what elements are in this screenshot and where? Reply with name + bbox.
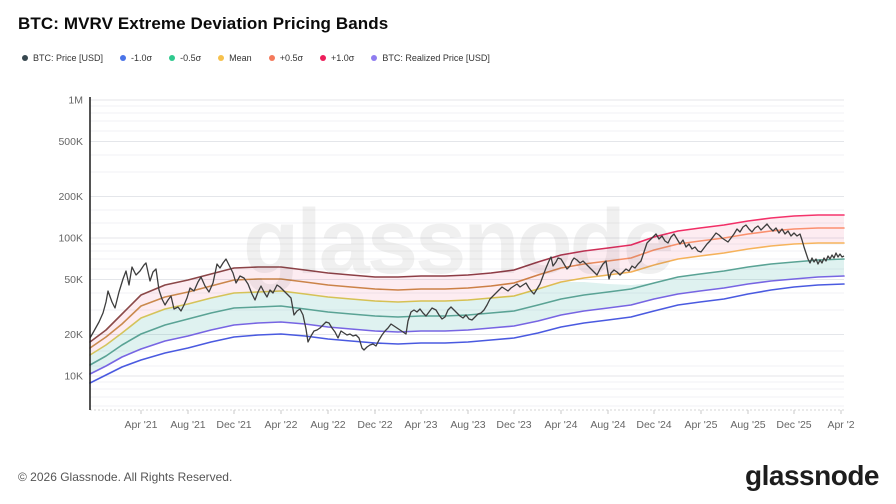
x-axis-label: Dec '24 — [636, 419, 671, 431]
btc-price-legend-dot-icon — [22, 55, 28, 61]
legend-label: BTC: Price [USD] — [33, 53, 104, 63]
plus-1-sigma-line — [89, 214, 845, 343]
x-axis-label: Apr '23 — [405, 419, 438, 431]
mean-legend-dot-icon — [218, 55, 225, 61]
x-axis-label: Apr '24 — [545, 419, 578, 431]
x-axis-label: Aug '21 — [170, 419, 205, 431]
copyright-text: © 2026 Glassnode. All Rights Reserved. — [18, 470, 233, 484]
legend-item-plus-1-sigma[interactable]: +1.0σ — [320, 53, 354, 63]
minus-05-sigma-line — [89, 258, 845, 366]
realized-price-legend-dot-icon — [371, 55, 378, 61]
x-axis-label: Dec '22 — [357, 419, 392, 431]
y-axis-label: 1M — [68, 95, 83, 107]
legend-label: +0.5σ — [279, 53, 304, 63]
x-axis-label: Dec '23 — [496, 419, 531, 431]
legend-label: Mean — [229, 53, 252, 63]
chart-legend: BTC: Price [USD] -1.0σ -0.5σ Mean +0.5σ +1.0σ… — [22, 53, 490, 63]
legend-item-minus-1-sigma[interactable]: -1.0σ — [120, 53, 152, 63]
x-axis-label: Apr '21 — [125, 419, 158, 431]
y-axis-label: 10K — [64, 371, 83, 383]
x-axis-label: Apr '25 — [685, 419, 718, 431]
x-axis-label: Aug '22 — [310, 419, 345, 431]
legend-item-minus-05-sigma[interactable]: -0.5σ — [169, 53, 201, 63]
x-axis-label: Apr '2 — [827, 419, 854, 431]
legend-item-mean[interactable]: Mean — [218, 53, 252, 63]
y-axis-label: 200K — [58, 191, 83, 203]
x-axis-label: Apr '22 — [265, 419, 298, 431]
y-axis-label: 20K — [64, 329, 83, 341]
legend-label: -1.0σ — [131, 53, 153, 63]
realized-price-line — [89, 275, 845, 375]
x-axis-label: Aug '24 — [590, 419, 625, 431]
x-axis-label: Aug '25 — [730, 419, 765, 431]
x-axis-label: Aug '23 — [450, 419, 485, 431]
legend-label: -0.5σ — [180, 53, 202, 63]
plus-1-sigma-legend-dot-icon — [320, 55, 327, 61]
y-axis-label: 50K — [64, 274, 83, 286]
mean-line — [89, 242, 845, 356]
plus-05-sigma-legend-dot-icon — [268, 55, 275, 61]
x-axis-label: Dec '21 — [216, 419, 251, 431]
legend-label: +1.0σ — [331, 53, 355, 63]
minus-05-sigma-legend-dot-icon — [169, 55, 176, 61]
minus-1-sigma-legend-dot-icon — [120, 55, 127, 61]
x-axis-label: Dec '25 — [776, 419, 811, 431]
minus-1-sigma-line — [89, 283, 845, 384]
plus-05-sigma-line — [89, 227, 845, 349]
page-title: BTC: MVRV Extreme Deviation Pricing Band… — [18, 14, 389, 33]
glassnode-logo: glassnode — [745, 460, 879, 491]
legend-item-btc-price[interactable]: BTC: Price [USD] — [22, 53, 103, 63]
y-axis-label: 100K — [58, 233, 83, 245]
legend-item-plus-05-sigma[interactable]: +0.5σ — [268, 53, 304, 63]
y-axis-label: 500K — [58, 136, 83, 148]
legend-label: BTC: Realized Price [USD] — [382, 53, 490, 63]
btc-price-line — [89, 223, 845, 351]
legend-item-realized-price[interactable]: BTC: Realized Price [USD] — [371, 53, 490, 63]
